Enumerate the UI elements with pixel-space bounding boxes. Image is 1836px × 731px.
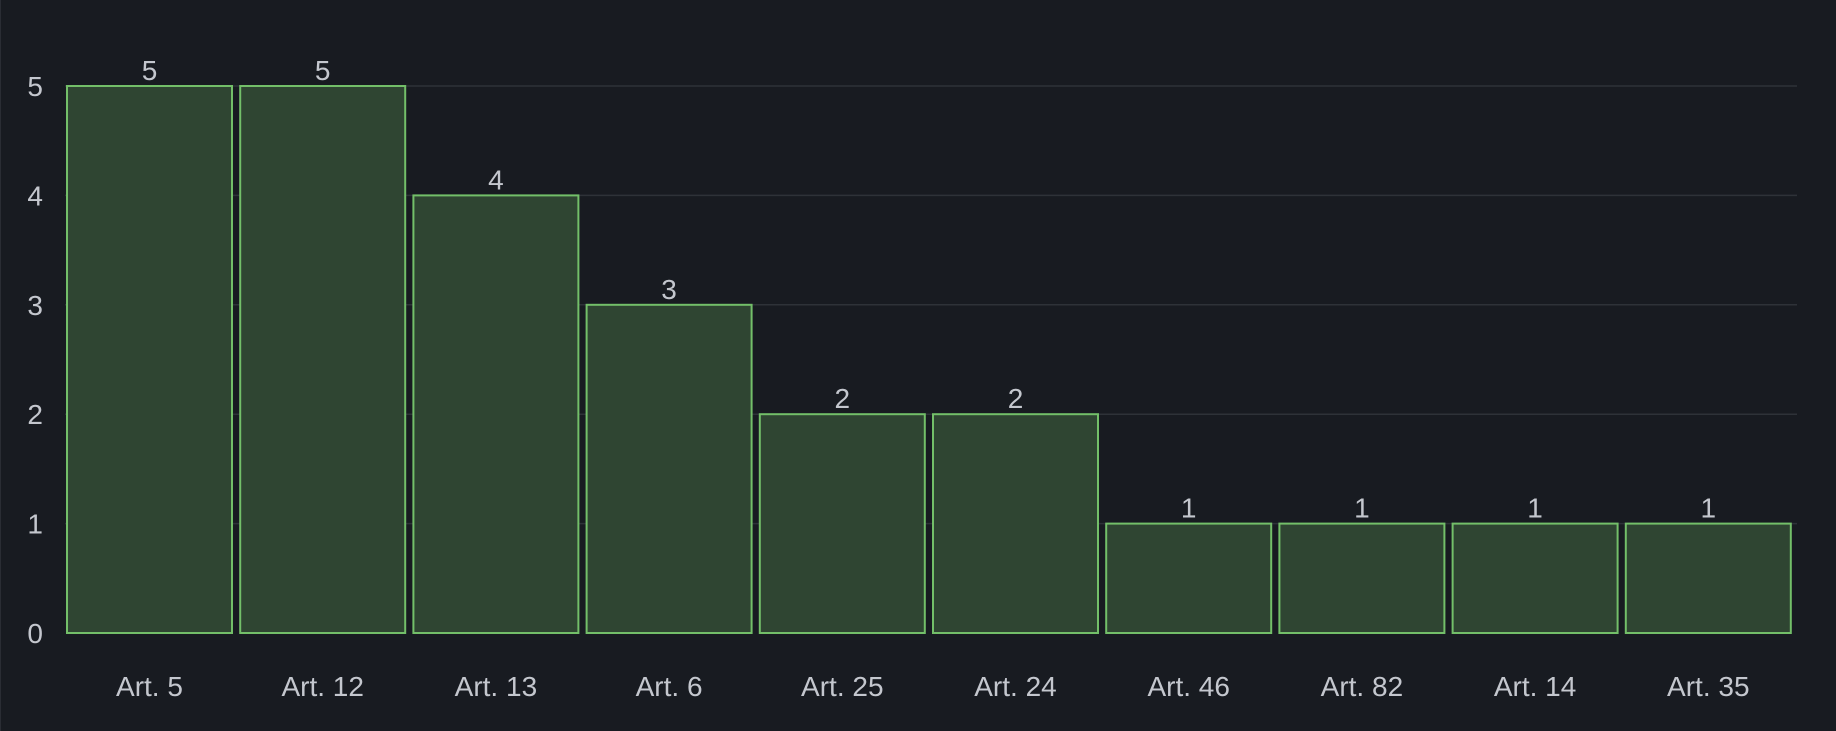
- data-label: 5: [142, 55, 158, 86]
- y-axis: 0 1 2 3 4 5: [27, 71, 43, 649]
- bar: [239, 85, 407, 634]
- x-tick-label: Art. 5: [116, 671, 183, 702]
- data-label: 4: [488, 164, 504, 195]
- y-tick-label: 0: [27, 618, 43, 649]
- x-tick-label: Art. 12: [281, 671, 363, 702]
- x-axis: Art. 5 Art. 12 Art. 13 Art. 6 Art. 25 Art. 24…: [116, 671, 1750, 702]
- x-tick-label: Art. 13: [455, 671, 537, 702]
- bar: [1451, 522, 1619, 634]
- data-label: 1: [1527, 493, 1543, 524]
- x-tick-label: Art. 6: [636, 671, 703, 702]
- x-tick-label: Art. 35: [1667, 671, 1749, 702]
- x-tick-label: Art. 14: [1494, 671, 1576, 702]
- bar: [66, 85, 233, 634]
- x-tick-label: Art. 25: [801, 671, 883, 702]
- data-label: 2: [1008, 383, 1024, 414]
- data-label: 1: [1701, 493, 1717, 524]
- data-label: 2: [835, 383, 851, 414]
- bar: [1105, 522, 1273, 634]
- x-tick-label: Art. 46: [1147, 671, 1229, 702]
- x-tick-label: Art. 24: [974, 671, 1056, 702]
- bar: [1278, 522, 1446, 634]
- bar: [412, 194, 580, 634]
- y-tick-label: 5: [27, 71, 43, 102]
- bar: [758, 413, 926, 635]
- data-label: 5: [315, 55, 331, 86]
- bar: [932, 413, 1099, 635]
- y-tick-label: 1: [27, 509, 43, 540]
- label-layer: 5 5 4 3 2 2 1 1 1 1: [142, 55, 1716, 524]
- x-tick-label: Art. 82: [1321, 671, 1403, 702]
- y-tick-label: 3: [27, 290, 43, 321]
- data-label: 3: [661, 274, 677, 305]
- bar: [1624, 522, 1792, 634]
- bar: [585, 303, 753, 634]
- y-tick-label: 2: [27, 399, 43, 430]
- data-label: 1: [1181, 493, 1197, 524]
- bar-layer: [66, 85, 1792, 635]
- data-label: 1: [1354, 493, 1370, 524]
- y-tick-label: 4: [27, 180, 43, 211]
